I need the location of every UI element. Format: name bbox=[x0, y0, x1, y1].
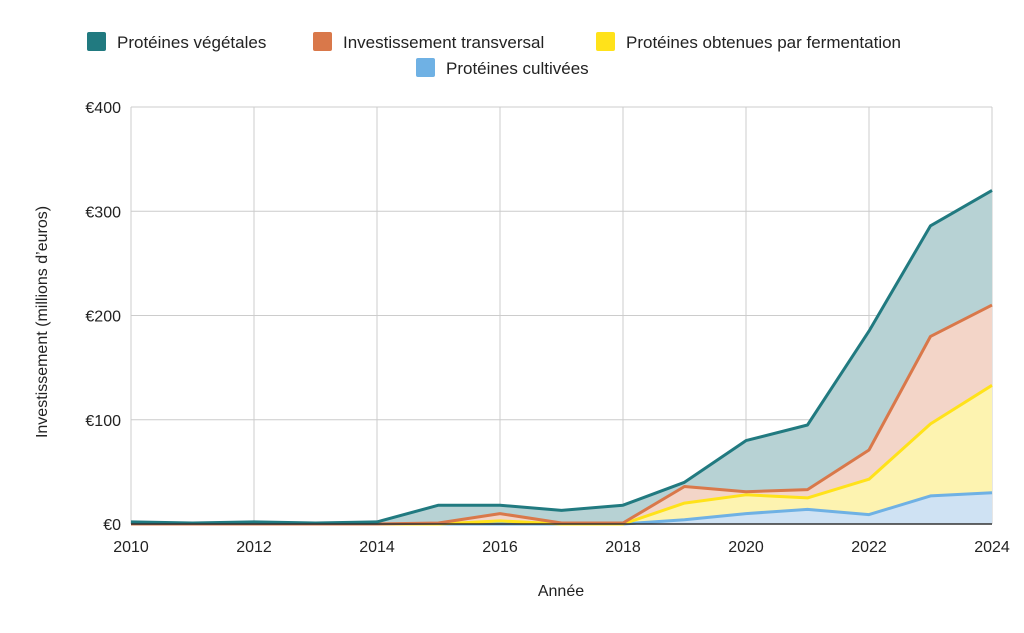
legend-label-plant: Protéines végétales bbox=[117, 33, 266, 52]
legend-swatch-fermentation bbox=[596, 32, 615, 51]
x-axis-title: Année bbox=[538, 583, 584, 600]
y-axis-title: Investissement (millions d’euros) bbox=[34, 206, 51, 438]
line-proteines-vegetales bbox=[130, 189, 993, 525]
area-proteines-cultivees bbox=[131, 492, 992, 524]
y-tick-label: €400 bbox=[85, 100, 121, 117]
legend-swatch-transversal bbox=[313, 32, 332, 51]
x-tick-label: 2020 bbox=[728, 539, 764, 556]
legend-swatch-cultivated bbox=[416, 58, 435, 77]
legend: Protéines végétales Investissement trans… bbox=[87, 32, 901, 78]
y-tick-label: €0 bbox=[103, 517, 121, 534]
legend-label-fermentation: Protéines obtenues par fermentation bbox=[626, 33, 901, 52]
y-tick-label: €200 bbox=[85, 309, 121, 326]
area-series bbox=[131, 190, 992, 524]
x-tick-label: 2014 bbox=[359, 539, 395, 556]
legend-swatch-plant bbox=[87, 32, 106, 51]
y-tick-label: €100 bbox=[85, 413, 121, 430]
x-tick-label: 2024 bbox=[974, 539, 1010, 556]
x-tick-label: 2018 bbox=[605, 539, 641, 556]
area-proteines-vegetales bbox=[131, 190, 992, 524]
x-tick-label: 2022 bbox=[851, 539, 887, 556]
y-tick-label: €300 bbox=[85, 204, 121, 221]
legend-label-transversal: Investissement transversal bbox=[343, 33, 544, 52]
x-tick-label: 2016 bbox=[482, 539, 518, 556]
x-tick-label: 2012 bbox=[236, 539, 272, 556]
x-tick-label: 2010 bbox=[113, 539, 149, 556]
axes: €0 €100 €200 €300 €400 2010 2012 2014 2016 2018 20… bbox=[85, 100, 1009, 556]
legend-label-cultivated: Protéines cultivées bbox=[446, 59, 589, 78]
